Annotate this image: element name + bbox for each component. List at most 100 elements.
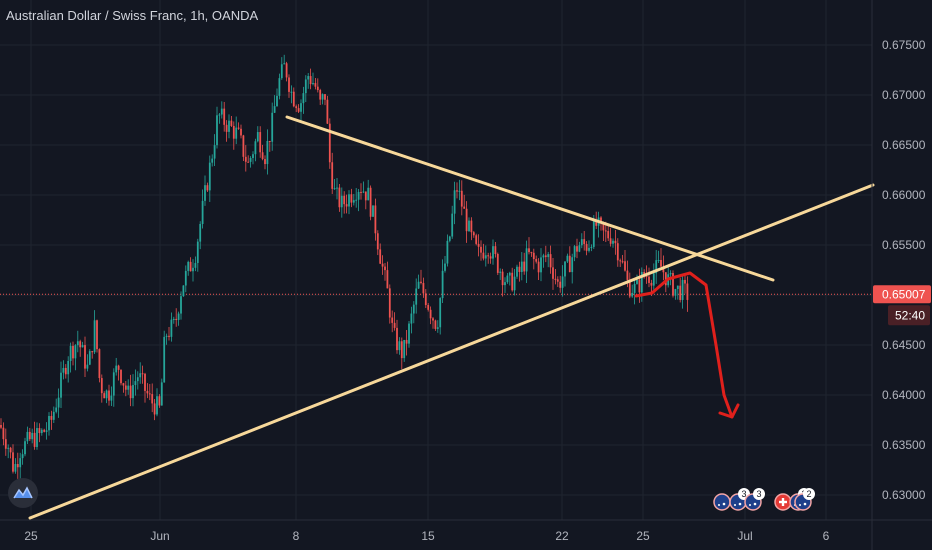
candle-body xyxy=(194,262,197,268)
candle-body xyxy=(218,114,221,116)
candle-body xyxy=(513,276,516,291)
candle-body xyxy=(434,320,437,329)
candle-body xyxy=(554,278,557,280)
candle-body xyxy=(621,261,624,263)
candle-body xyxy=(177,313,180,320)
flag-star-icon xyxy=(738,502,742,506)
candle-body xyxy=(336,187,338,189)
candle-body xyxy=(220,108,223,115)
candle-body xyxy=(43,429,46,432)
candle-body xyxy=(679,285,682,300)
candle-body xyxy=(24,441,26,455)
candle-body xyxy=(669,273,672,275)
event-count-label: 3 xyxy=(741,489,746,499)
flag-star-icon xyxy=(749,504,751,506)
candle-body xyxy=(453,190,456,214)
candle-body xyxy=(69,345,72,361)
price-tick-label: 0.67000 xyxy=(882,88,926,102)
candle-body xyxy=(14,464,17,472)
candle-body xyxy=(566,255,569,262)
event-count-badge xyxy=(753,488,765,500)
candle-body xyxy=(374,205,377,234)
candle-body xyxy=(345,204,348,207)
candle-body xyxy=(662,266,665,273)
forecast-arrow[interactable] xyxy=(634,271,740,419)
economic-events[interactable]: 3332 xyxy=(713,488,815,511)
time-tick-label: Jul xyxy=(737,529,752,543)
price-tick-label: 0.63500 xyxy=(882,438,926,452)
candle-body xyxy=(189,261,192,272)
candle-body xyxy=(482,252,485,259)
candle-body xyxy=(36,428,38,447)
candle-body xyxy=(182,285,185,297)
candle-body xyxy=(261,152,264,160)
candle-body xyxy=(468,220,470,232)
candle-body xyxy=(595,220,598,226)
candle-body xyxy=(175,318,178,320)
candle-body xyxy=(415,288,418,305)
candle-body xyxy=(307,76,310,80)
candle-body xyxy=(316,86,319,91)
candle-body xyxy=(206,185,209,191)
candle-body xyxy=(393,322,396,328)
candle-body xyxy=(45,430,48,432)
candle-body xyxy=(266,140,269,165)
price-axis[interactable]: 0.67500 0.67000 0.66500 0.66000 0.65500 0.650… xyxy=(871,0,931,550)
candle-body xyxy=(201,200,204,224)
price-tick-label: 0.63000 xyxy=(882,488,926,502)
candle-body xyxy=(648,276,650,283)
candle-body xyxy=(652,273,655,286)
candle-body xyxy=(31,432,34,440)
chart-title: Australian Dollar / Swiss Franc, 1h, OAN… xyxy=(6,8,259,23)
candle-body xyxy=(52,411,55,420)
candle-body xyxy=(211,158,214,163)
candle-body xyxy=(544,255,547,258)
flag-star-icon xyxy=(734,504,736,506)
candle-body xyxy=(141,373,144,375)
candle-body xyxy=(9,447,12,453)
candle-body xyxy=(432,318,434,321)
candle-body xyxy=(580,239,583,246)
candle-body xyxy=(96,320,98,350)
trendlines[interactable] xyxy=(28,115,875,520)
candle-body xyxy=(477,243,480,247)
candle-body xyxy=(540,257,542,273)
candle-body xyxy=(645,275,648,277)
candle-body xyxy=(192,267,194,272)
candle-body xyxy=(331,162,334,189)
candle-body xyxy=(376,233,379,250)
candle-body xyxy=(228,120,230,132)
candle-body xyxy=(55,407,58,412)
candle-body xyxy=(448,236,451,241)
candle-body xyxy=(28,431,31,440)
candle-body xyxy=(88,351,91,365)
current-price-label: 0.65007 xyxy=(882,287,926,301)
candle-body xyxy=(511,272,514,291)
candle-body xyxy=(196,241,199,263)
candle-body xyxy=(508,272,511,276)
candle-body xyxy=(424,293,427,306)
candle-body xyxy=(369,187,372,217)
candle-body xyxy=(446,240,449,264)
candle-body xyxy=(295,106,298,109)
candle-body xyxy=(626,270,629,280)
tradingview-logo-icon[interactable] xyxy=(8,478,38,508)
candle-body xyxy=(230,120,233,126)
candle-body xyxy=(542,255,545,258)
candle-body xyxy=(208,162,211,191)
candle-body xyxy=(115,365,118,373)
candle-body xyxy=(523,261,526,272)
candle-body xyxy=(439,298,442,328)
candle-body xyxy=(628,279,631,297)
candle-body xyxy=(168,335,170,337)
candle-body xyxy=(67,360,70,375)
candle-body xyxy=(362,191,365,193)
candle-body xyxy=(225,124,228,132)
time-axis[interactable]: 25 Jun 8 15 22 25 Jul 6 xyxy=(0,519,932,543)
candle-body xyxy=(492,246,494,259)
candle-body xyxy=(612,240,614,244)
candle-body xyxy=(146,390,149,394)
candle-body xyxy=(388,288,391,318)
candle-body xyxy=(352,200,355,203)
